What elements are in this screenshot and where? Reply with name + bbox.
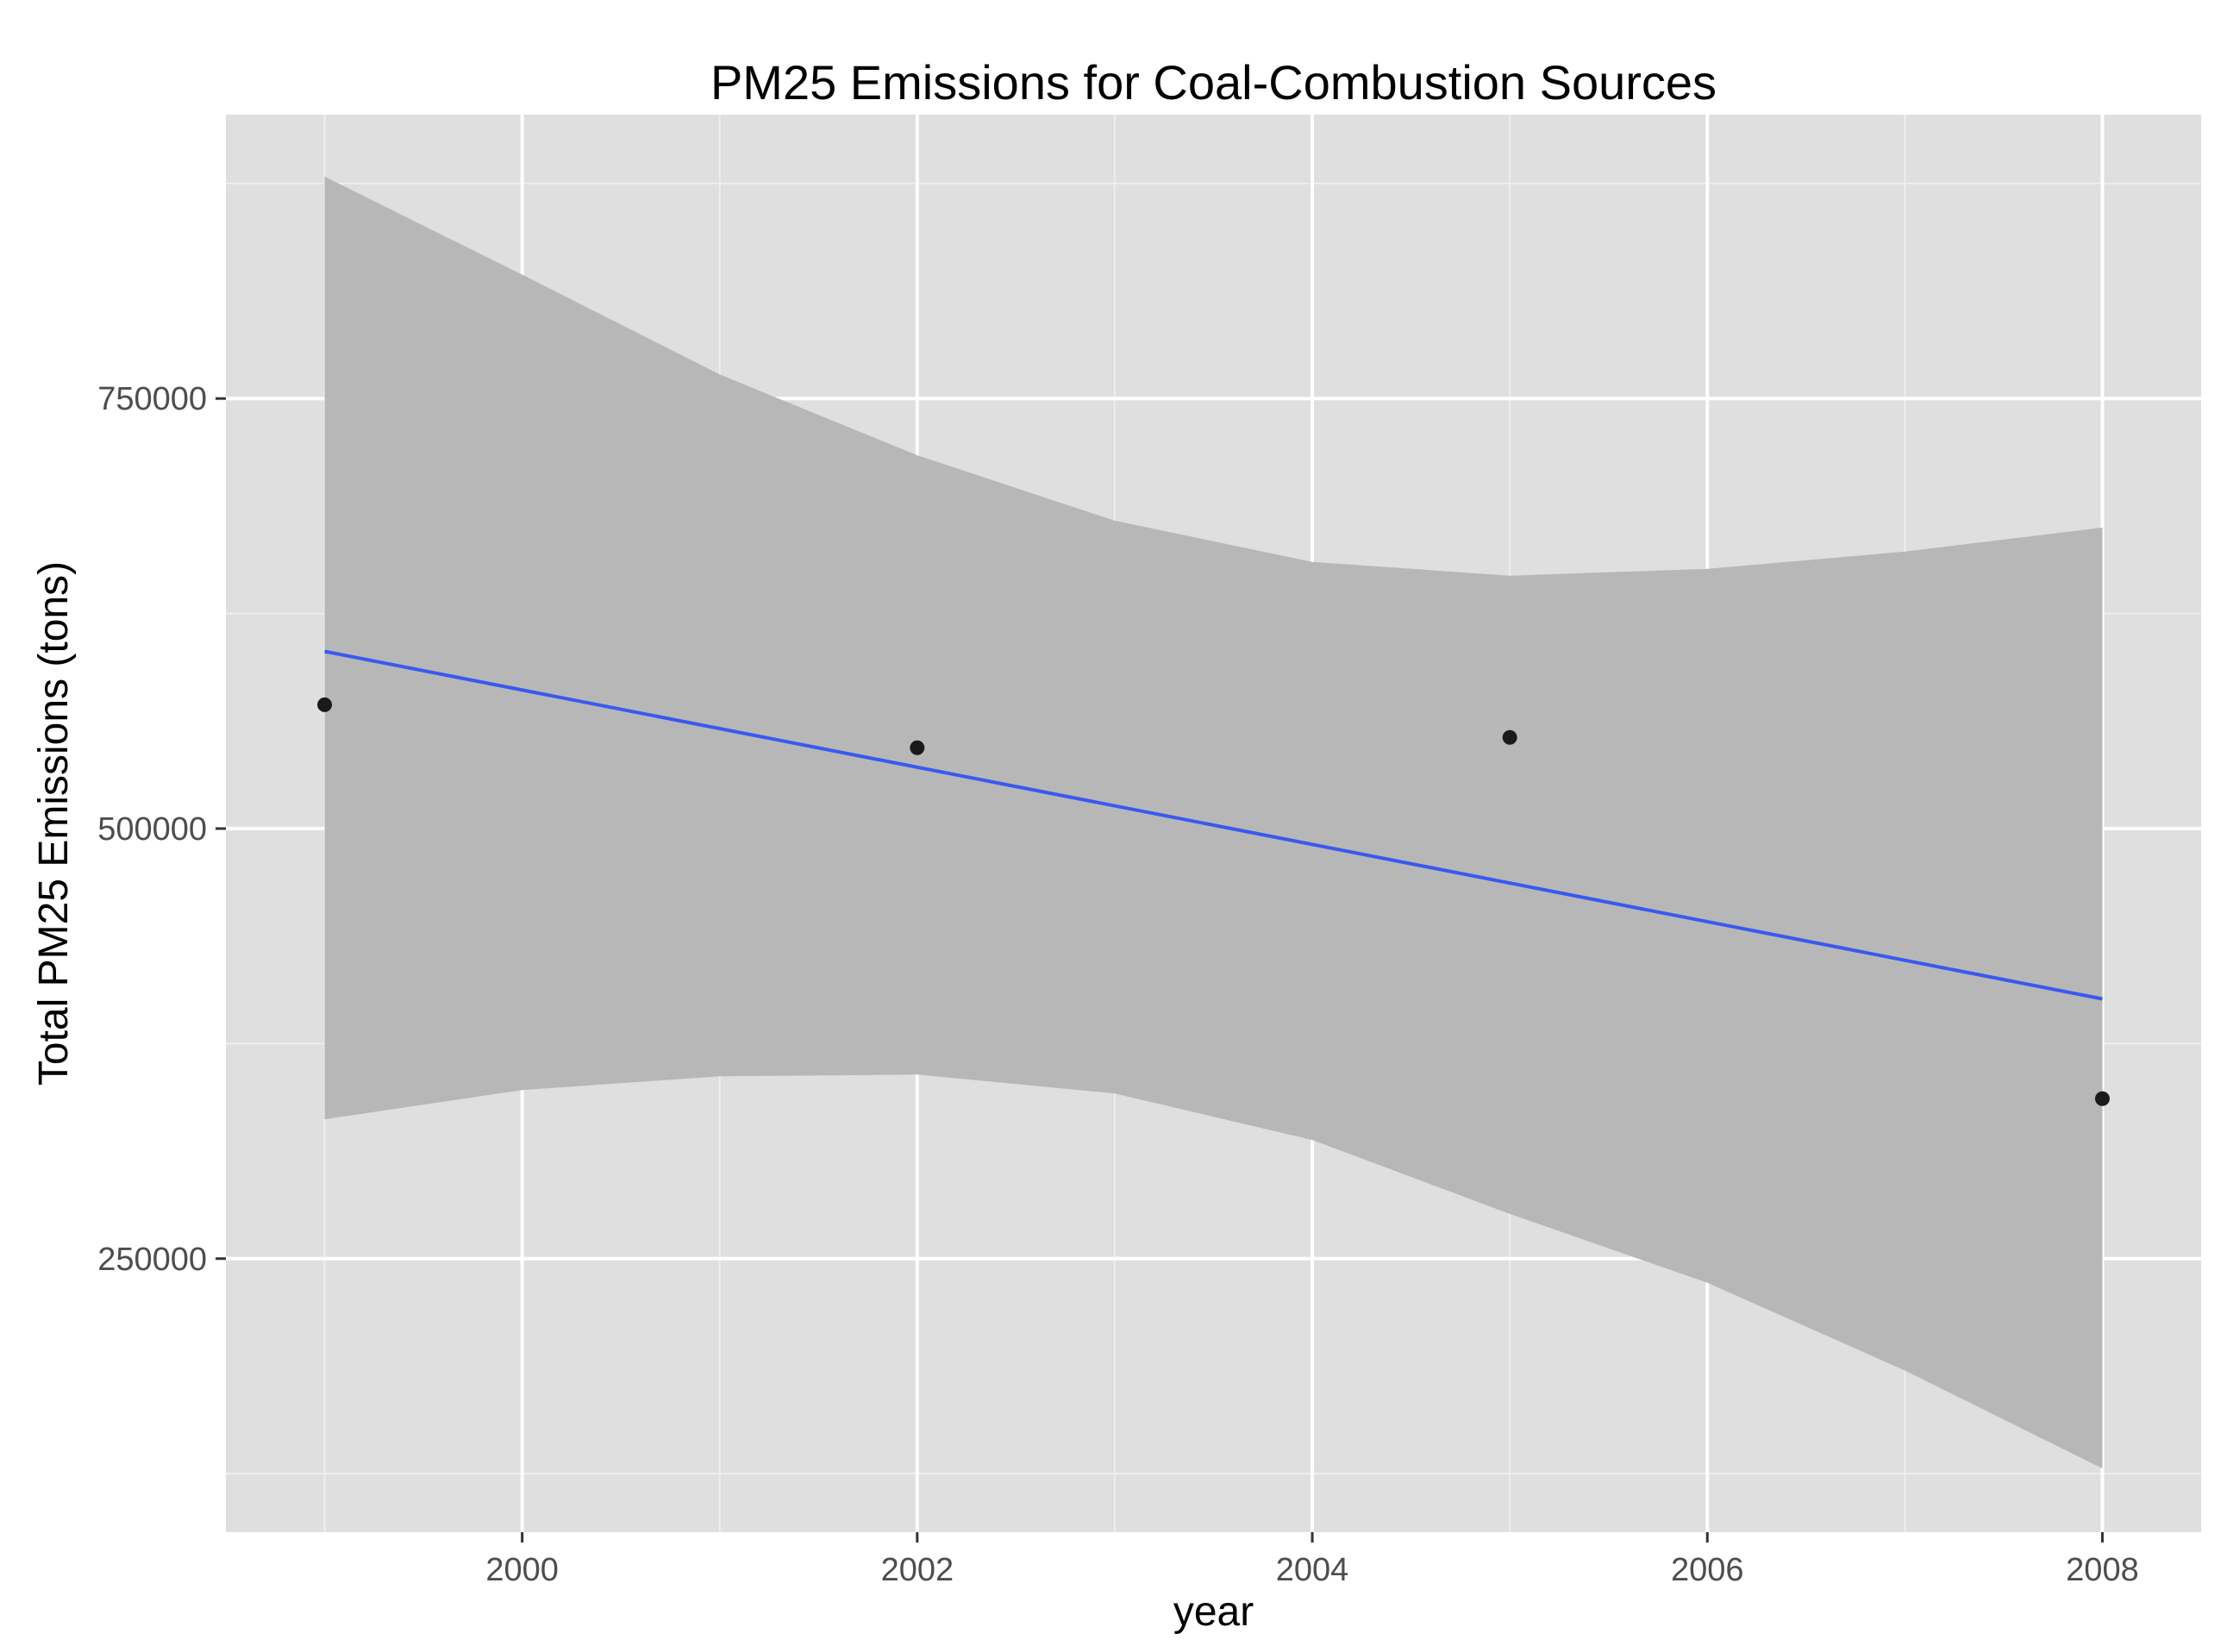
data-point xyxy=(317,697,333,712)
x-axis-label: year xyxy=(1173,1589,1254,1635)
data-point xyxy=(1502,729,1517,745)
x-tick-label: 2002 xyxy=(881,1552,954,1588)
y-tick-label: 250000 xyxy=(97,1242,207,1278)
confidence-band xyxy=(324,176,2103,1469)
chart-title: PM25 Emissions for Coal-Combustion Sourc… xyxy=(710,55,1717,110)
y-axis-label: Total PM25 Emissions (tons) xyxy=(31,561,77,1086)
fit-line xyxy=(324,649,2103,1001)
y-tick-label: 750000 xyxy=(97,381,207,417)
data-point xyxy=(2094,1091,2110,1106)
x-tick-label: 2008 xyxy=(2066,1552,2139,1588)
y-tick-label: 500000 xyxy=(97,811,207,848)
confidence-band-layer xyxy=(324,176,2103,1469)
x-tick-label: 2000 xyxy=(485,1552,559,1588)
data-point xyxy=(910,740,925,755)
x-tick-label: 2004 xyxy=(1276,1552,1349,1588)
y-axis-ticks: 250000 500000 750000 xyxy=(97,381,226,1278)
points-layer xyxy=(317,697,2110,1106)
fit-line-layer xyxy=(324,649,2103,1001)
x-tick-label: 2006 xyxy=(1671,1552,1744,1588)
x-axis-ticks: 2000 2002 2004 2006 2008 xyxy=(485,1532,2139,1588)
